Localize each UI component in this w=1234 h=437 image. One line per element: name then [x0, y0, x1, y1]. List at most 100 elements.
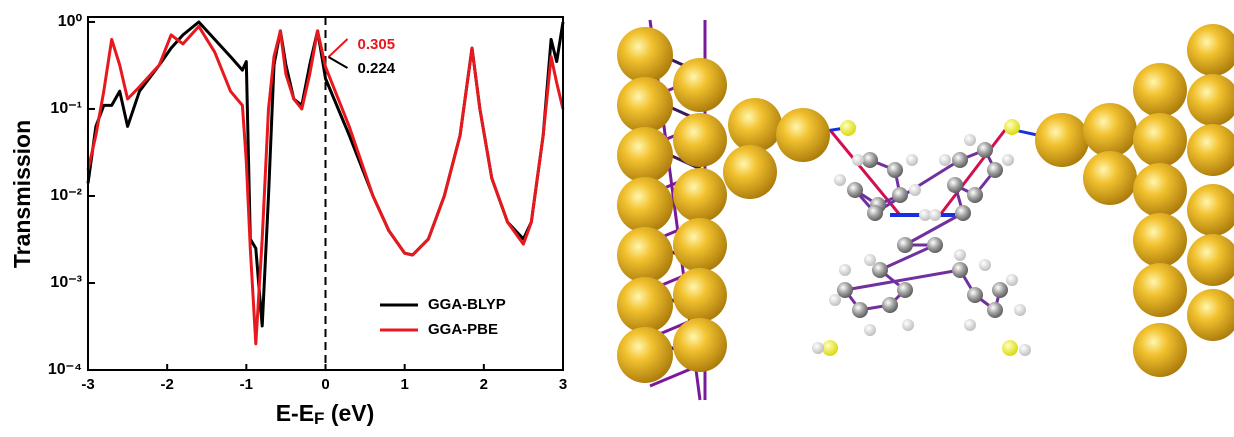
gold-atom: [1133, 163, 1187, 217]
gold-atom: [1133, 63, 1187, 117]
y-axis-label: Transmission: [9, 120, 35, 268]
carbon-atom: [987, 162, 1003, 178]
chart: -3 -2 -1 0 1 2 3 10⁻⁴ 10⁻³ 10⁻² 10⁻¹ 10⁰ 0.305 0.224 G…: [9, 13, 567, 428]
annotation-arrow: [327, 56, 349, 69]
carbon-atom: [867, 205, 883, 221]
x-tick-label: 0: [321, 376, 329, 393]
x-axis-label-part: (eV): [324, 400, 374, 426]
bond: [844, 268, 961, 292]
carbon-atom: [927, 237, 943, 253]
x-tick-label: -3: [81, 376, 94, 393]
gold-atom: [723, 145, 777, 199]
gold-atom: [1187, 289, 1234, 341]
hydrogen-atom: [1002, 154, 1014, 166]
hydrogen-atom: [906, 154, 918, 166]
carbon-atom: [955, 205, 971, 221]
carbon-atom: [862, 152, 878, 168]
bond: [938, 129, 1007, 216]
carbon-atom: [882, 297, 898, 313]
carbon-atom: [872, 262, 888, 278]
carbon-atom: [967, 187, 983, 203]
hydrogen-atom: [909, 184, 921, 196]
hydrogen-atom: [919, 209, 931, 221]
y-tick-label: 10⁻²: [50, 187, 82, 204]
carbon-atom: [847, 182, 863, 198]
hydrogen-atom: [812, 342, 824, 354]
gold-atom: [673, 113, 727, 167]
hydrogen-atom: [864, 254, 876, 266]
carbon-atom: [947, 177, 963, 193]
gold-atom: [728, 98, 782, 152]
carbon-atom: [992, 282, 1008, 298]
hydrogen-atom: [839, 264, 851, 276]
gold-atom: [673, 218, 727, 272]
gold-atom: [1083, 103, 1137, 157]
gold-atom: [617, 327, 673, 383]
gold-atom: [1035, 113, 1089, 167]
series-line: [86, 24, 565, 346]
x-axis-label-part: E-E: [276, 400, 314, 426]
molecule-image: [617, 19, 1234, 401]
sulfur-atom: [1002, 340, 1018, 356]
hydrogen-atom: [1006, 274, 1018, 286]
bond: [904, 211, 964, 247]
gold-atom: [776, 108, 830, 162]
hydrogen-atom: [964, 319, 976, 331]
gold-atom: [1133, 323, 1187, 377]
gold-atom: [1133, 113, 1187, 167]
hydrogen-atom: [939, 154, 951, 166]
carbon-atom: [977, 142, 993, 158]
carbon-atom: [837, 282, 853, 298]
gold-atom: [1133, 213, 1187, 267]
gold-atom: [1187, 184, 1234, 236]
sulfur-atom: [840, 120, 856, 136]
hydrogen-atom: [954, 249, 966, 261]
carbon-atom: [852, 302, 868, 318]
gold-atom: [617, 227, 673, 283]
hydrogen-atom: [1019, 344, 1031, 356]
annotation-arrow: [327, 38, 349, 58]
gold-atom: [1187, 124, 1234, 176]
x-tick-label: 1: [400, 376, 408, 393]
sulfur-atom: [1004, 119, 1020, 135]
carbon-atom: [897, 282, 913, 298]
gold-atom: [1187, 24, 1234, 76]
legend-label: GGA-BLYP: [428, 296, 506, 313]
gold-atom: [1133, 263, 1187, 317]
plot-frame: [87, 16, 564, 371]
carbon-atom: [987, 302, 1003, 318]
legend-label: GGA-PBE: [428, 321, 498, 338]
gold-atom: [617, 27, 673, 83]
sulfur-atom: [822, 340, 838, 356]
carbon-atom: [952, 152, 968, 168]
x-axis-label-part: F: [314, 409, 324, 428]
carbon-atom: [897, 237, 913, 253]
y-tick-label: 10⁻¹: [50, 100, 82, 117]
annotation: 0.224: [358, 60, 396, 77]
hydrogen-atom: [834, 174, 846, 186]
y-tick-label: 10⁻³: [50, 274, 82, 291]
annotation: 0.305: [358, 36, 396, 53]
gold-atom: [1187, 74, 1234, 126]
carbon-atom: [952, 262, 968, 278]
carbon-atom: [887, 162, 903, 178]
hydrogen-atom: [829, 294, 841, 306]
hydrogen-atom: [902, 319, 914, 331]
x-tick-label: -1: [240, 376, 253, 393]
gold-atom: [673, 58, 727, 112]
x-tick-label: 2: [480, 376, 488, 393]
x-tick-label: -2: [160, 376, 173, 393]
gold-atom: [617, 277, 673, 333]
hydrogen-atom: [864, 324, 876, 336]
gold-atom: [1187, 234, 1234, 286]
hydrogen-atom: [852, 154, 864, 166]
carbon-atom: [892, 187, 908, 203]
x-axis-label: E-EF (eV): [276, 400, 375, 428]
gold-atom: [1083, 151, 1137, 205]
carbon-atom: [967, 287, 983, 303]
x-tick-label: 3: [559, 376, 567, 393]
gold-atom: [673, 168, 727, 222]
gold-atom: [617, 77, 673, 133]
hydrogen-atom: [929, 209, 941, 221]
